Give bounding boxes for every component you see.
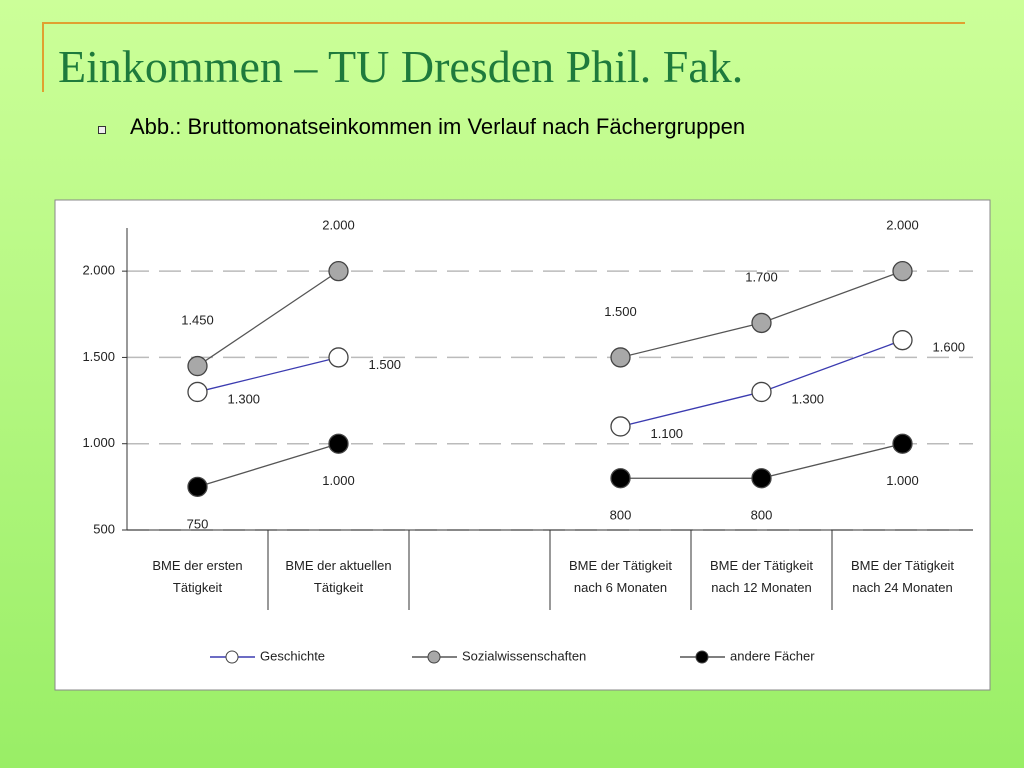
x-tick-label: BME der Tätigkeit nach 24 Monaten xyxy=(850,558,955,595)
y-tick-label: 1.500 xyxy=(82,349,115,364)
data-point xyxy=(610,416,631,437)
chart-frame xyxy=(54,199,991,691)
legend-marker xyxy=(225,650,239,664)
data-point xyxy=(328,433,349,454)
data-label: 800 xyxy=(751,508,773,523)
data-label: 2.000 xyxy=(886,218,919,233)
data-label: 1.100 xyxy=(651,426,684,441)
data-point xyxy=(328,260,349,282)
data-point xyxy=(187,381,208,403)
data-point xyxy=(187,476,208,498)
data-label: 1.500 xyxy=(604,304,637,319)
data-label: 1.600 xyxy=(933,340,966,355)
data-label: 1.700 xyxy=(745,269,778,284)
y-tick-label: 500 xyxy=(93,521,115,536)
legend-marker xyxy=(427,650,441,664)
rule-left xyxy=(42,22,44,92)
data-label: 1.000 xyxy=(322,473,355,488)
slide-title: Einkommen – TU Dresden Phil. Fak. xyxy=(58,41,744,92)
data-label: 1.000 xyxy=(886,473,919,488)
data-label: 1.300 xyxy=(792,391,825,406)
data-point xyxy=(328,347,349,368)
data-label: 1.300 xyxy=(228,391,261,406)
x-tick-label: BME der ersten Tätigkeit xyxy=(152,558,243,595)
data-label: 1.500 xyxy=(369,357,402,372)
legend-label: andere Fächer xyxy=(730,648,815,663)
data-point xyxy=(751,312,772,334)
legend-marker xyxy=(695,650,709,664)
data-point xyxy=(892,260,913,282)
x-tick-label: BME der Tätigkeit nach 12 Monaten xyxy=(709,558,814,595)
x-tick-label: BME der aktuellen Tätigkeit xyxy=(285,558,392,595)
y-tick-label: 2.000 xyxy=(82,263,115,278)
legend-label: Geschichte xyxy=(260,648,325,663)
data-point xyxy=(892,330,913,351)
bullet-text: Abb.: Bruttomonatseinkommen im Verlauf n… xyxy=(130,114,746,139)
data-point xyxy=(187,355,208,377)
y-tick-label: 1.000 xyxy=(82,435,115,450)
data-label: 1.450 xyxy=(181,312,214,327)
data-point xyxy=(610,468,631,489)
data-label: 750 xyxy=(187,516,209,531)
rule-top xyxy=(42,22,965,24)
data-point xyxy=(751,381,772,403)
legend-label: Sozialwissenschaften xyxy=(462,648,586,663)
data-point xyxy=(892,433,913,454)
bullet-icon xyxy=(98,126,106,134)
data-point xyxy=(610,347,631,368)
data-point xyxy=(751,468,772,489)
data-label: 2.000 xyxy=(322,218,355,233)
x-tick-label: BME der Tätigkeit nach 6 Monaten xyxy=(568,558,673,595)
data-label: 800 xyxy=(610,508,632,523)
